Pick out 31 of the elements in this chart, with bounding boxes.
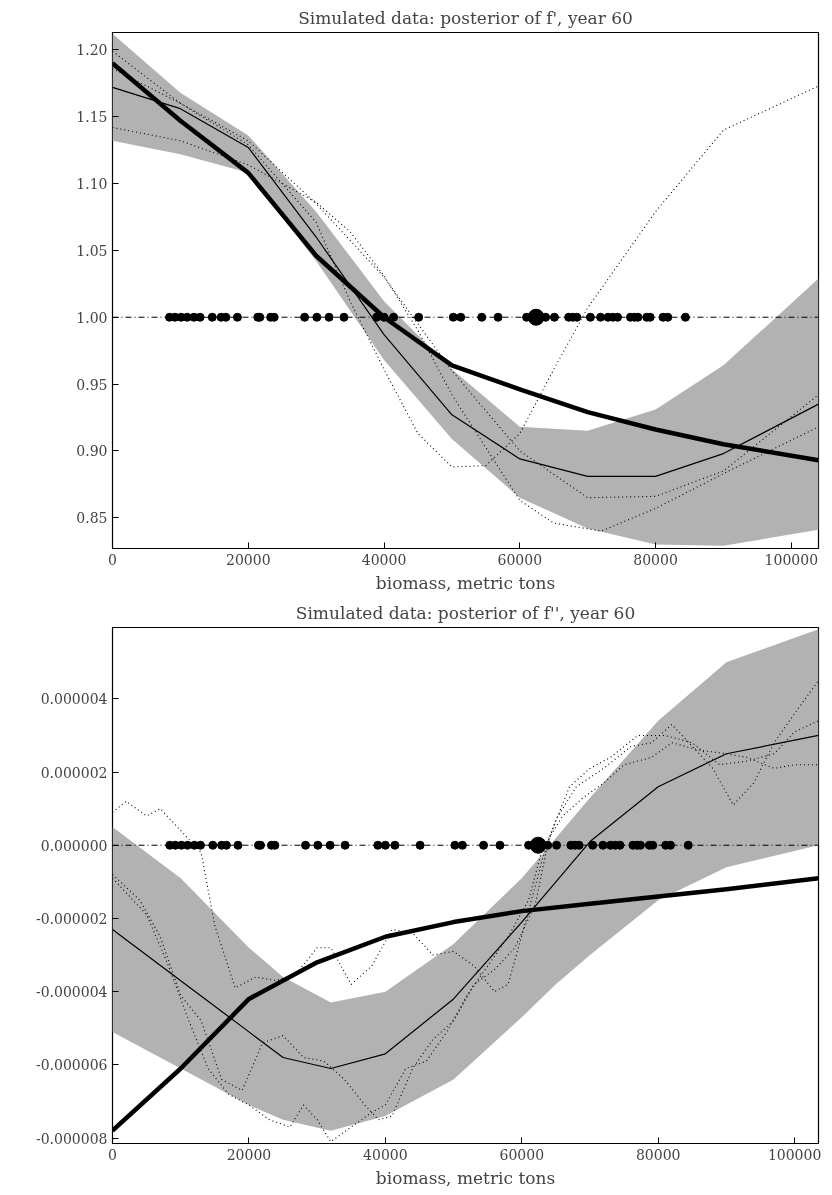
y-tick-label: 1.10 xyxy=(76,176,108,193)
x-tick-label: 100000 xyxy=(764,551,819,568)
y-tick-label: 0.000004 xyxy=(40,691,108,708)
y-tick-label: 0.000000 xyxy=(40,837,108,854)
x-tick-label: 0 xyxy=(108,1146,117,1163)
y-tick-label: 0.000002 xyxy=(40,764,108,781)
y-tick-label: 0.90 xyxy=(76,443,108,460)
chart-title: Simulated data: posterior of f', year 60 xyxy=(298,7,633,28)
y-tick-label: -0.000002 xyxy=(35,910,108,927)
y-tick-label: 1.20 xyxy=(76,42,108,59)
y-tick-label: 1.05 xyxy=(76,242,108,259)
x-tick-label: 80000 xyxy=(633,551,678,568)
x-tick-label: 60000 xyxy=(497,551,543,568)
y-tick-label: 1.15 xyxy=(76,109,108,126)
y-tick-label: 0.95 xyxy=(76,376,108,393)
x-axis-title: biomass, metric tons xyxy=(375,1167,556,1188)
x-tick-label: 80000 xyxy=(635,1146,681,1163)
x-tick-label: 20000 xyxy=(226,551,271,568)
x-tick-label: 20000 xyxy=(226,1146,272,1163)
x-tick-label: 40000 xyxy=(363,1146,408,1163)
y-tick-label: 1.00 xyxy=(76,309,108,326)
y-tick-label: 0.85 xyxy=(76,510,108,527)
y-tick-label: -0.000008 xyxy=(35,1130,108,1147)
y-tick-label: -0.000006 xyxy=(35,1057,108,1074)
chart-title: Simulated data: posterior of f'', year 60 xyxy=(295,602,636,623)
x-tick-label: 40000 xyxy=(361,551,407,568)
x-tick-label: 60000 xyxy=(499,1146,545,1163)
y-tick-label: -0.000004 xyxy=(35,984,108,1001)
x-tick-label: 0 xyxy=(108,551,117,568)
x-axis-title: biomass, metric tons xyxy=(375,572,556,593)
x-tick-label: 100000 xyxy=(767,1146,822,1163)
